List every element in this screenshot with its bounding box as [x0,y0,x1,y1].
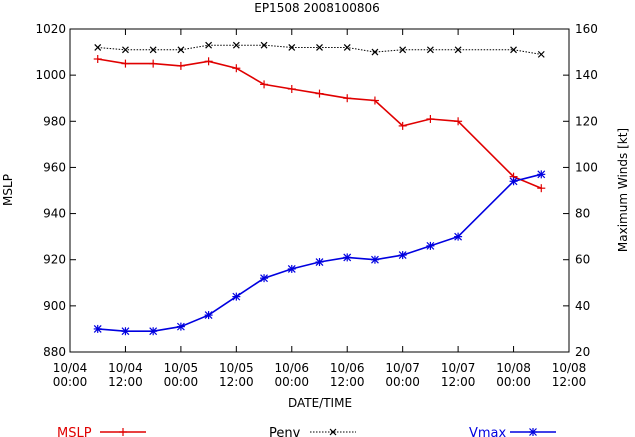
x-tick-label: 10/07 00:00 [385,361,420,389]
x-tick-label: 10/06 12:00 [330,361,365,389]
series-point-mslp [149,59,158,68]
legend-marker-penv [329,428,337,436]
plot-frame [69,28,570,353]
series-point-vmax [260,274,269,283]
series-point-penv [316,44,323,51]
series-point-mslp [343,94,352,103]
x-tick-label: 10/06 00:00 [274,361,309,389]
series-point-vmax [426,241,435,250]
series-point-penv [399,46,407,54]
y-left-tick-label: 900 [43,299,66,313]
series-point-vmax [204,311,213,320]
series-point-vmax [343,253,352,262]
series-line-penv [97,44,542,55]
y-axis-left-label: MSLP [1,174,15,206]
y-right-tick-label: 20 [575,345,590,359]
x-tick-label: 10/07 12:00 [441,361,476,389]
series-point-mslp [370,96,379,105]
series-point-vmax [287,264,296,273]
series-point-mslp [426,114,435,123]
series-point-penv [454,46,462,54]
y-axis-left: 880 900 920 940 960 980 1000 1020 [35,22,76,359]
series-point-mslp [315,89,324,98]
x-tick-label: 10/08 12:00 [552,361,587,389]
x-tick-label: 10/08 00:00 [496,361,531,389]
series-point-penv [232,41,240,49]
y-left-tick-label: 920 [43,253,66,267]
chart-title: EP1508 2008100806 [254,1,380,15]
series-point-penv [510,46,517,54]
legend-marker-mslp [119,428,127,436]
series-point-vmax [537,170,546,179]
legend-label-mslp: MSLP [57,426,92,437]
x-tick-label: 10/04 12:00 [108,361,143,389]
legend-marker-vmax [529,428,537,436]
series-point-vmax [398,251,407,260]
series-point-vmax [370,255,379,264]
y-right-tick-label: 160 [575,22,598,36]
series-point-penv [288,44,296,51]
legend-label-vmax: Vmax [469,426,507,437]
x-axis-label: DATE/TIME [288,396,352,410]
y-left-tick-label: 1020 [35,22,66,36]
x-axis: 10/04 00:00 10/04 12:00 10/05 00:00 10/05 12:00… [53,29,587,389]
series-point-mslp [287,84,296,93]
y-right-tick-label: 140 [575,68,598,82]
series-point-penv [371,48,379,56]
series-point-vmax [93,324,102,333]
y-left-tick-label: 880 [43,345,66,359]
x-tick-label: 10/05 12:00 [219,361,254,389]
series-point-mslp [537,184,546,193]
series-point-vmax [454,232,463,241]
series-point-penv [343,44,351,51]
y-left-tick-label: 980 [43,114,66,128]
series-point-vmax [149,327,158,336]
y-left-tick-label: 940 [43,207,66,221]
y-right-tick-label: 60 [575,253,590,267]
series-point-penv [537,50,545,58]
series-point-mslp [454,117,463,126]
series-point-vmax [315,258,324,267]
legend: MSLP Penv Vmax [57,426,556,437]
series-point-vmax [176,322,185,331]
y-axis-right: 20 40 60 80 100 120 140 160 [563,22,598,359]
y-left-tick-label: 1000 [35,68,66,82]
y-left-tick-label: 960 [43,160,66,174]
x-tick-label: 10/05 00:00 [164,361,199,389]
series-point-mslp [232,64,241,73]
series-point-penv [149,46,157,54]
series-line-vmax [97,173,542,333]
series-point-vmax [121,327,130,336]
series-point-mslp [204,57,213,66]
legend-label-penv: Penv [269,426,301,437]
y-right-tick-label: 100 [575,160,598,174]
series-point-vmax [509,177,518,186]
series-line-mslp [97,58,542,189]
y-right-tick-label: 120 [575,114,598,128]
series-point-penv [205,41,213,49]
series-point-penv [94,44,102,51]
series-point-mslp [93,54,102,63]
series-point-mslp [398,121,407,130]
series-point-penv [122,46,129,54]
series-point-mslp [176,61,185,70]
series-point-vmax [232,292,241,301]
x-tick-label: 10/04 00:00 [53,361,88,389]
y-right-tick-label: 80 [575,207,590,221]
series-point-mslp [260,80,269,89]
y-right-tick-label: 40 [575,299,590,313]
plot-area [69,28,570,353]
series-layer [93,41,546,336]
series-point-penv [426,46,434,54]
series-point-penv [177,46,185,54]
series-point-penv [260,41,268,49]
y-axis-right-label: Maximum Winds [kt] [616,128,630,252]
series-point-mslp [121,59,130,68]
